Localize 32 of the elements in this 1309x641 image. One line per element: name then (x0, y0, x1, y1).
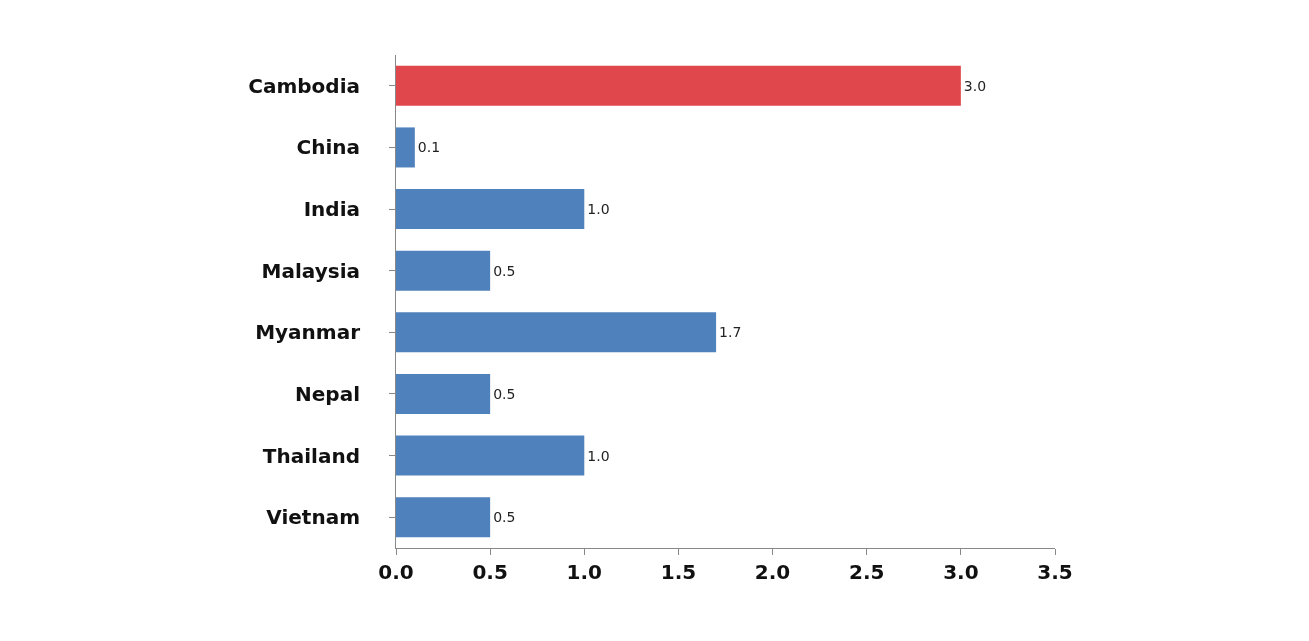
bar (396, 373, 491, 414)
x-tick-label: 3.5 (1037, 560, 1073, 584)
data-label: 0.5 (493, 262, 516, 279)
x-tick-label: 1.0 (566, 560, 603, 584)
y-tick-label: Vietnam (266, 505, 360, 530)
x-tick-label: 3.0 (943, 560, 979, 584)
data-label: 0.5 (493, 385, 516, 402)
x-tick-label: 2.5 (848, 560, 885, 584)
data-label: 3.0 (963, 77, 987, 94)
x-tick-label: 0.5 (472, 560, 508, 584)
data-label: 1.0 (587, 447, 610, 464)
x-tick-label: 2.0 (754, 560, 791, 584)
y-tick-label: China (296, 135, 360, 160)
x-tick-label: 0.0 (378, 560, 414, 584)
bar (396, 65, 961, 106)
bar (396, 250, 491, 291)
data-label: 1.0 (587, 201, 610, 218)
bar (396, 189, 585, 230)
bar (396, 435, 585, 476)
y-tick-label: Cambodia (248, 73, 360, 98)
y-tick-label: Nepal (295, 381, 360, 406)
y-tick-label: India (303, 197, 360, 222)
data-label: 1.7 (719, 324, 742, 341)
y-tick-label: Myanmar (255, 320, 361, 345)
bar (396, 497, 491, 538)
data-label: 0.5 (493, 509, 516, 526)
y-tick-label: Thailand (262, 443, 360, 468)
bar (396, 127, 415, 168)
y-tick-label: Malaysia (261, 258, 360, 283)
data-label: 0.1 (417, 139, 441, 156)
x-tick-label: 1.5 (660, 560, 697, 584)
bar (396, 312, 717, 353)
